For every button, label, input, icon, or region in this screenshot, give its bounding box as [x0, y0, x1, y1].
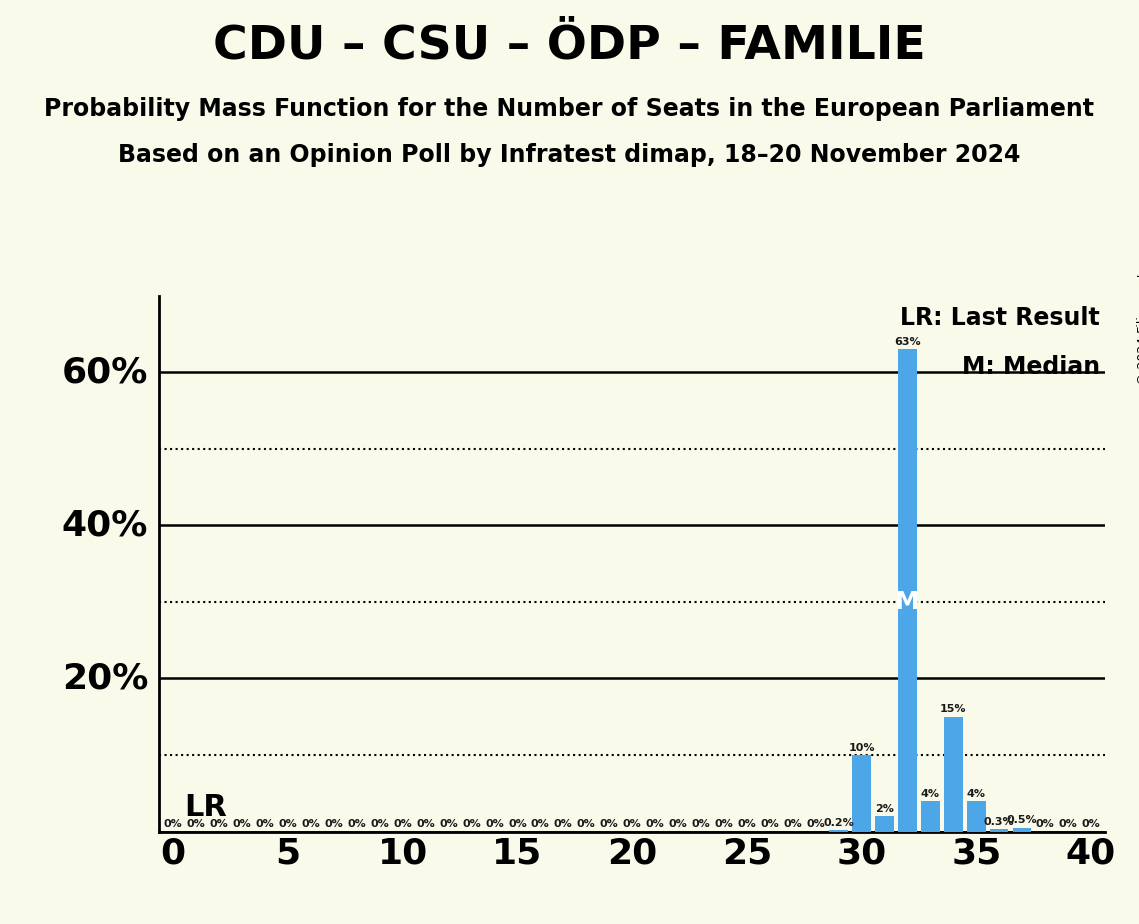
Text: 2%: 2%: [875, 804, 894, 814]
Text: 0%: 0%: [1059, 820, 1077, 830]
Bar: [899, 349, 917, 832]
Text: CDU – CSU – ÖDP – FAMILIE: CDU – CSU – ÖDP – FAMILIE: [213, 23, 926, 68]
Text: 0%: 0%: [600, 820, 618, 830]
Text: 0%: 0%: [485, 820, 503, 830]
Text: Probability Mass Function for the Number of Seats in the European Parliament: Probability Mass Function for the Number…: [44, 97, 1095, 121]
Text: 0.3%: 0.3%: [984, 817, 1015, 827]
Text: 0%: 0%: [370, 820, 390, 830]
Text: 15%: 15%: [940, 704, 967, 714]
Text: 0.5%: 0.5%: [1007, 816, 1038, 825]
Bar: [921, 801, 940, 832]
Text: 0%: 0%: [554, 820, 573, 830]
Bar: [1013, 828, 1032, 832]
Bar: [990, 830, 1008, 832]
Bar: [944, 717, 962, 832]
Text: 0%: 0%: [440, 820, 458, 830]
Text: M: M: [895, 590, 920, 614]
Text: 60%: 60%: [62, 355, 148, 389]
Text: 0.2%: 0.2%: [823, 818, 854, 828]
Text: 0%: 0%: [416, 820, 435, 830]
Bar: [876, 816, 894, 832]
Text: 0%: 0%: [691, 820, 711, 830]
Text: 0%: 0%: [669, 820, 688, 830]
Text: 0%: 0%: [714, 820, 734, 830]
Text: 0%: 0%: [393, 820, 412, 830]
Text: 0%: 0%: [164, 820, 182, 830]
Text: 20%: 20%: [62, 662, 148, 696]
Text: LR: Last Result: LR: Last Result: [900, 307, 1100, 331]
Text: M: Median: M: Median: [962, 355, 1100, 379]
Text: 0%: 0%: [302, 820, 320, 830]
Text: 0%: 0%: [784, 820, 802, 830]
Text: 4%: 4%: [921, 789, 940, 798]
Text: 63%: 63%: [894, 337, 920, 347]
Bar: [829, 830, 847, 832]
Text: 0%: 0%: [737, 820, 756, 830]
Text: 0%: 0%: [508, 820, 527, 830]
Text: Based on an Opinion Poll by Infratest dimap, 18–20 November 2024: Based on an Opinion Poll by Infratest di…: [118, 143, 1021, 167]
Text: 0%: 0%: [531, 820, 550, 830]
Text: 0%: 0%: [347, 820, 366, 830]
Text: 0%: 0%: [1082, 820, 1100, 830]
Text: 0%: 0%: [1035, 820, 1055, 830]
Text: 0%: 0%: [462, 820, 481, 830]
Bar: [967, 801, 985, 832]
Text: 4%: 4%: [967, 789, 986, 798]
Text: © 2024 Filip van Laenen: © 2024 Filip van Laenen: [1137, 231, 1139, 384]
Text: LR: LR: [185, 794, 228, 822]
Text: 0%: 0%: [761, 820, 779, 830]
Text: 0%: 0%: [576, 820, 596, 830]
Text: 0%: 0%: [210, 820, 229, 830]
Text: 0%: 0%: [325, 820, 343, 830]
Text: 0%: 0%: [623, 820, 641, 830]
Text: 0%: 0%: [187, 820, 205, 830]
Text: 0%: 0%: [232, 820, 252, 830]
Bar: [852, 755, 871, 832]
Text: 0%: 0%: [279, 820, 297, 830]
Text: 0%: 0%: [806, 820, 825, 830]
Text: 0%: 0%: [255, 820, 274, 830]
Text: 0%: 0%: [646, 820, 664, 830]
Text: 10%: 10%: [849, 743, 875, 753]
Text: 40%: 40%: [62, 508, 148, 542]
